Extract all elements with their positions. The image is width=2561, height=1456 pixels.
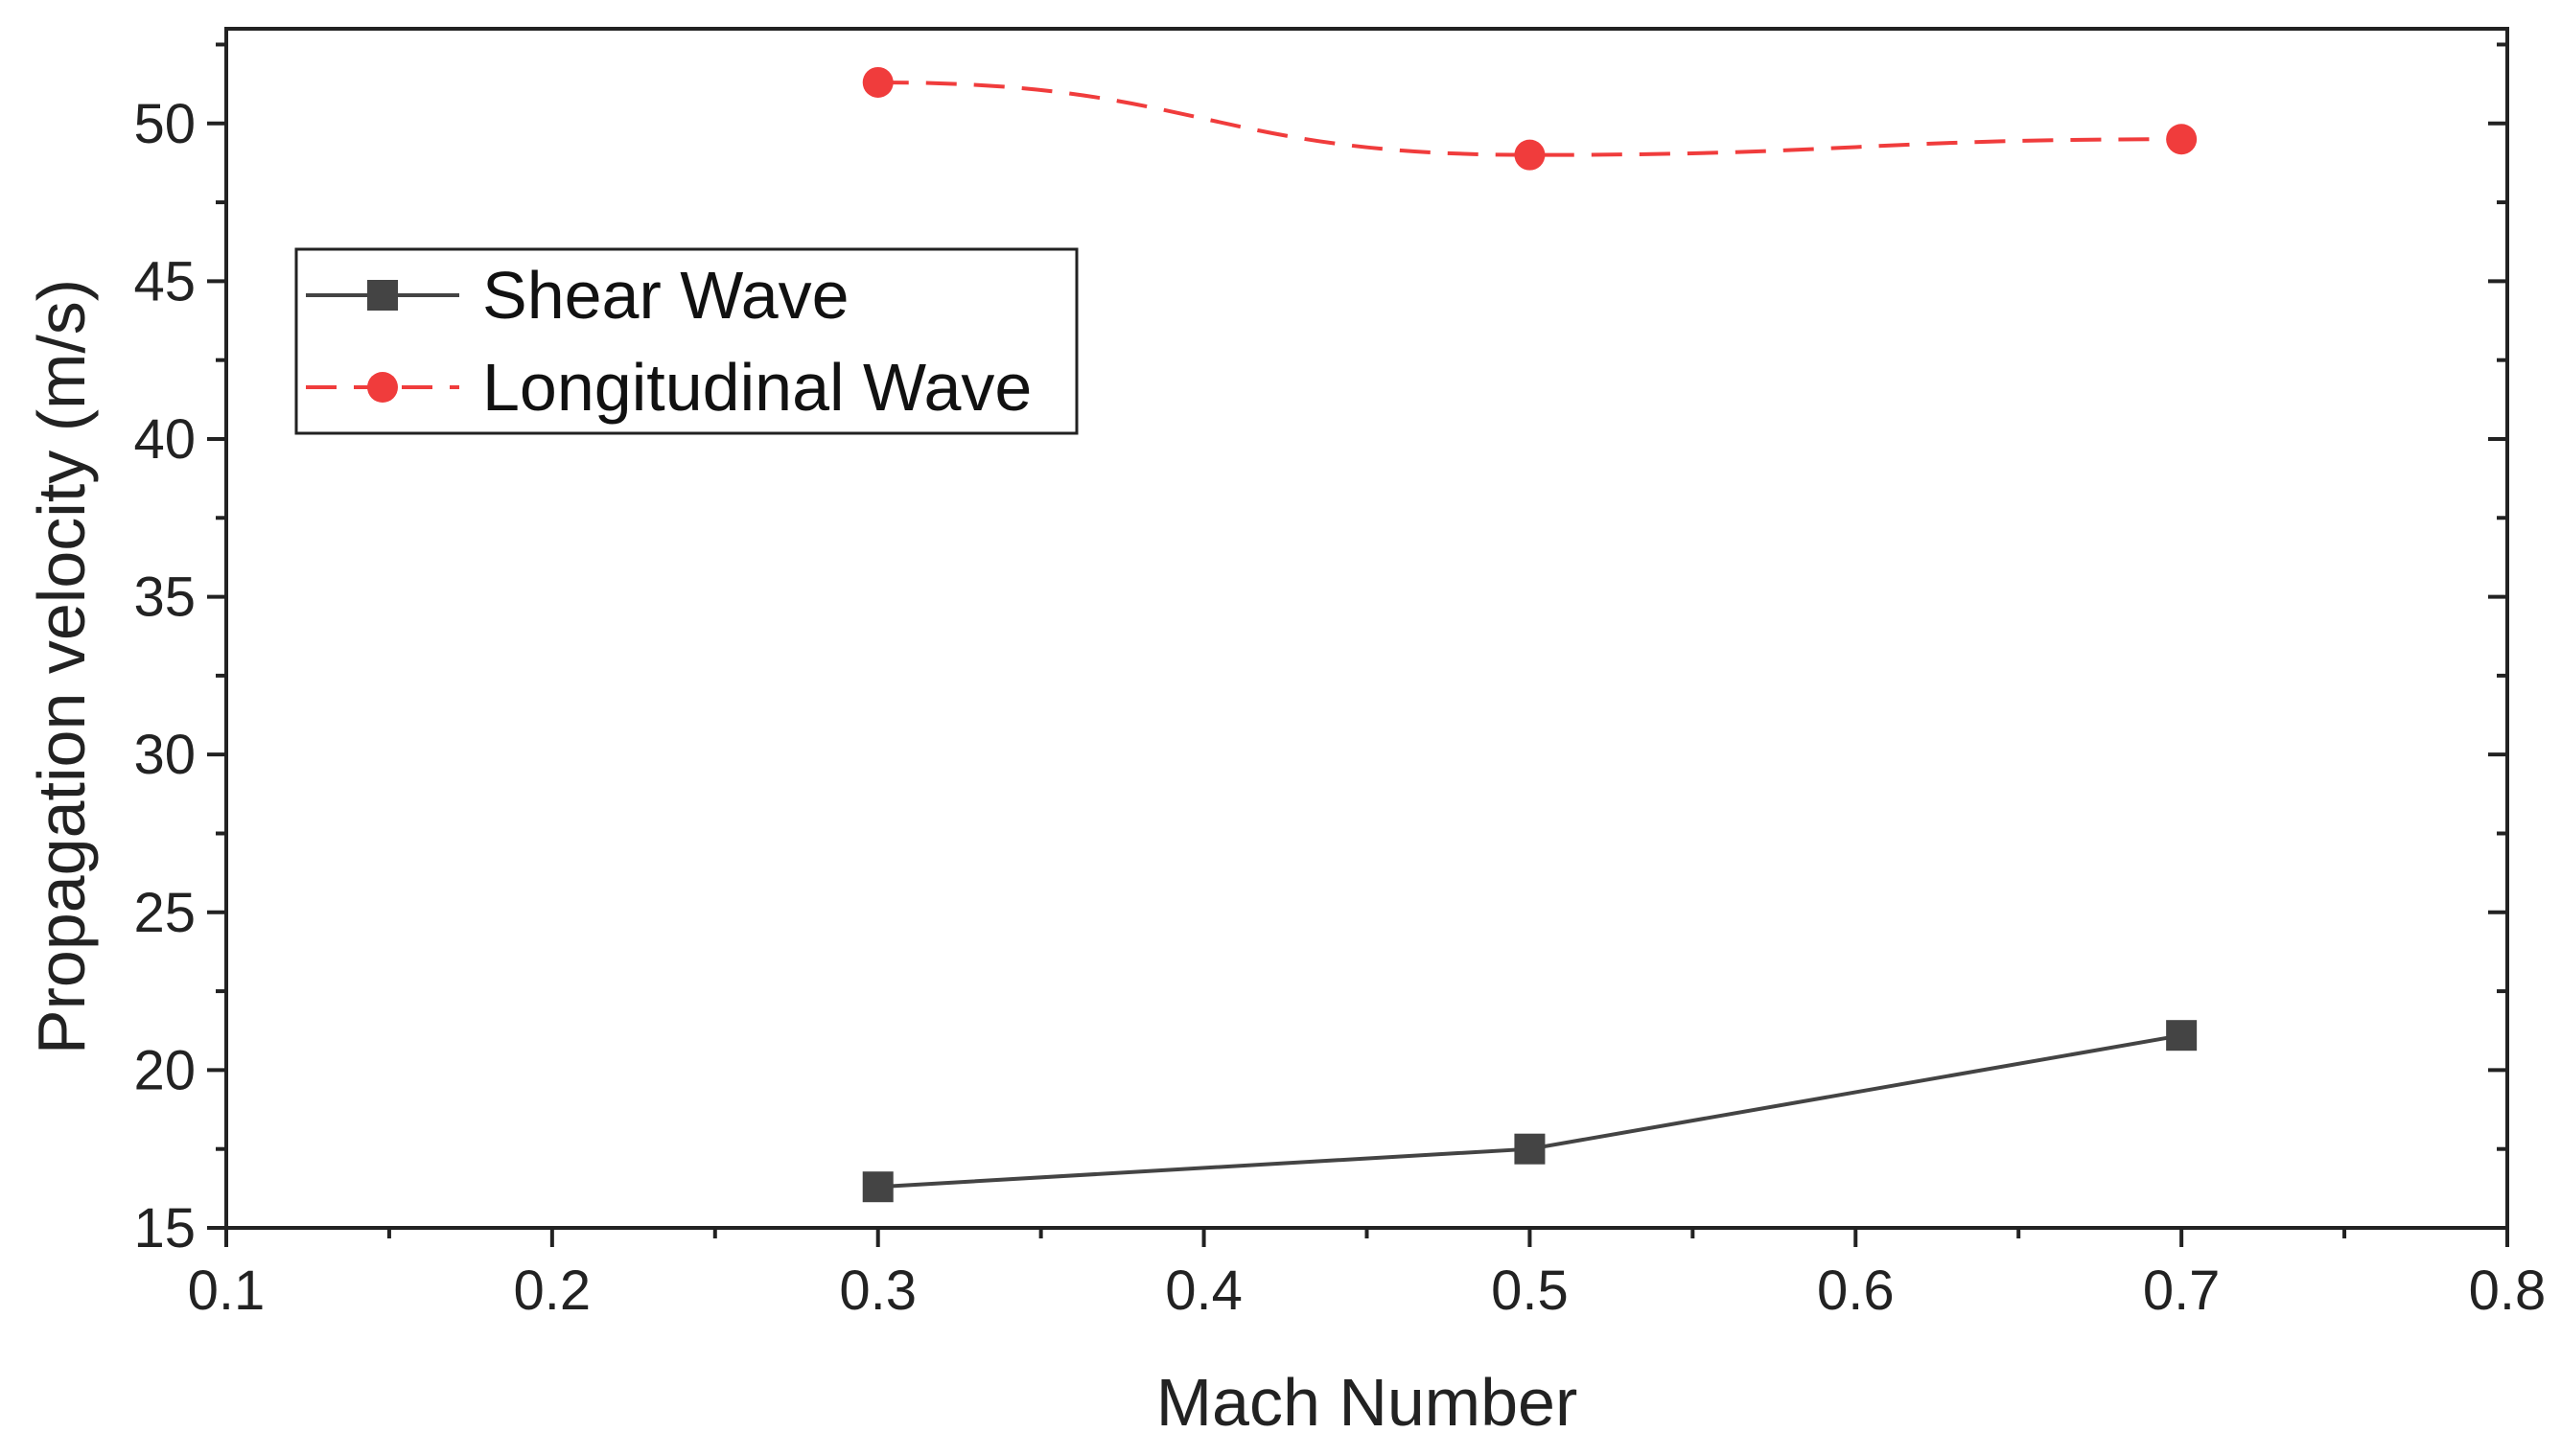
x-axis-title: Mach Number <box>1156 1365 1578 1440</box>
data-point-shear-wave <box>1514 1133 1546 1165</box>
legend-label-longitudinal-wave: Longitudinal Wave <box>482 350 1032 425</box>
data-point-shear-wave <box>862 1171 894 1203</box>
data-point-longitudinal-wave <box>2166 124 2198 155</box>
y-tick-label: 40 <box>133 408 196 471</box>
x-tick-label: 0.6 <box>1817 1260 1895 1322</box>
y-axis-title: Propagation velocity (m/s) <box>24 279 99 1054</box>
series-longitudinal-wave <box>862 66 2198 171</box>
series-layer <box>862 66 2198 1203</box>
x-tick-label: 0.5 <box>1491 1260 1569 1322</box>
x-tick-label: 0.8 <box>2469 1260 2547 1322</box>
data-point-longitudinal-wave <box>862 66 894 98</box>
axes: 0.1 0.2 0.3 0.4 0.5 0.6 0.7 0.8 15 20 25 30 35 40 45 50 <box>133 27 2547 1322</box>
data-point-longitudinal-wave <box>1514 139 1546 171</box>
x-tick-label: 0.3 <box>839 1260 917 1322</box>
legend-marker-shear-wave <box>367 280 398 311</box>
plot-frame <box>224 27 2509 1230</box>
legend-label-shear-wave: Shear Wave <box>482 258 850 333</box>
series-line-longitudinal-wave <box>877 80 2182 157</box>
legend: Shear Wave Longitudinal Wave <box>294 247 1079 435</box>
x-tick-label: 0.1 <box>188 1260 266 1322</box>
y-tick-label: 35 <box>133 566 196 629</box>
y-tick-label: 50 <box>133 93 196 155</box>
y-tick-label: 20 <box>133 1039 196 1101</box>
x-tick-label: 0.4 <box>1165 1260 1243 1322</box>
y-tick-label: 15 <box>133 1197 196 1260</box>
data-point-shear-wave <box>2166 1020 2198 1052</box>
y-tick-label: 30 <box>133 724 196 786</box>
x-tick-label: 0.7 <box>2143 1260 2221 1322</box>
x-tick-label: 0.2 <box>514 1260 592 1322</box>
y-tick-label: 25 <box>133 882 196 944</box>
legend-marker-longitudinal-wave <box>367 372 398 403</box>
series-shear-wave <box>862 1020 2198 1203</box>
y-tick-label: 45 <box>133 250 196 312</box>
legend-box <box>294 247 1079 435</box>
